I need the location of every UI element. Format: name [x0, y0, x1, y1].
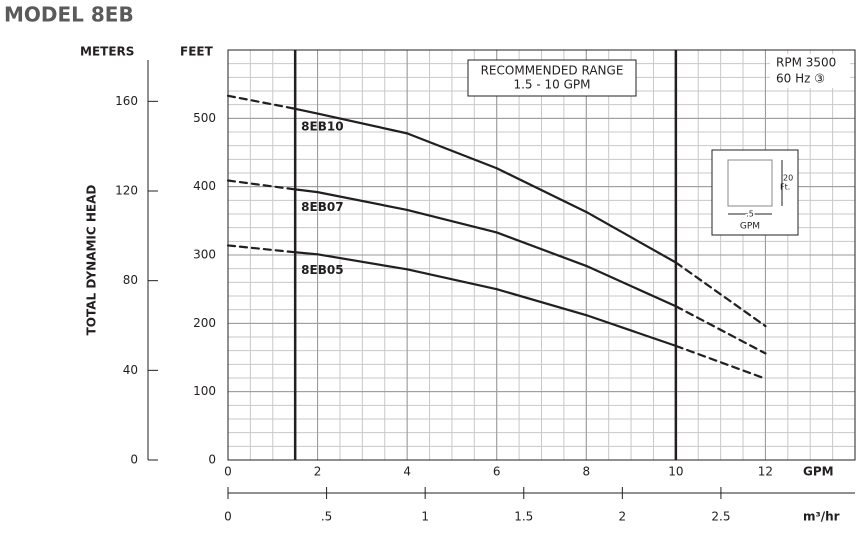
x2-tick-label: 1 [421, 510, 429, 524]
x2-tick-label: 1.5 [514, 510, 533, 524]
plot-frame [227, 49, 856, 461]
y-axis-label: TOTAL DYNAMIC HEAD [85, 185, 99, 336]
scale-height-unit: Ft. [780, 183, 790, 192]
x-tick-label: 12 [758, 465, 773, 479]
y-tick-label: 100 [193, 384, 216, 398]
scale-width-unit: GPM [740, 222, 760, 232]
y2-tick-label: 80 [123, 273, 138, 287]
y-tick-label: 500 [193, 111, 216, 125]
x-tick-label: 4 [403, 465, 411, 479]
x-tick-label: 10 [668, 465, 683, 479]
curve-segment [585, 314, 677, 347]
series-label: 8EB10 [301, 119, 343, 133]
curve-segment [316, 191, 409, 211]
curve-segment [294, 251, 319, 256]
scale-box: 20 Ft. .5 GPM [711, 149, 799, 236]
scale-square [727, 159, 773, 207]
x-axis-label: GPM [803, 465, 834, 479]
y-tick-label: 200 [193, 316, 216, 330]
x2-tick-label: 2 [619, 510, 627, 524]
curve-segment [226, 244, 297, 254]
range-box [467, 59, 637, 97]
range-title: RECOMMENDED RANGE [481, 64, 624, 78]
series-label: 8EB07 [301, 200, 343, 214]
y-tick-label: 300 [193, 248, 216, 262]
y2-tick-label: 0 [130, 453, 138, 467]
y2-tick-label: 160 [115, 94, 138, 108]
y2-unit-label: METERS [80, 45, 134, 59]
curve-segment [674, 344, 767, 380]
condition: RPM 3500 [776, 56, 836, 70]
curve-segment [585, 210, 677, 264]
condition: 60 Hz ③ [776, 72, 825, 86]
x2-tick-label: 2.5 [711, 510, 730, 524]
curve-segment [316, 253, 409, 271]
x2-tick-label: 0 [224, 510, 232, 524]
curve-segment [226, 94, 297, 110]
curve-segment [674, 305, 767, 355]
curve-segment [495, 167, 588, 214]
y-tick-label: 0 [208, 453, 216, 467]
y-tick-label: 400 [193, 179, 216, 193]
x-tick-label: 6 [493, 465, 501, 479]
curve-segment [316, 112, 409, 135]
curve-segment [294, 107, 319, 115]
curve-segment [495, 231, 588, 268]
curve-segment [674, 261, 767, 328]
curve-segment [495, 288, 588, 317]
y2-tick-label: 40 [123, 363, 138, 377]
range-label: 1.5 - 10 GPM [513, 78, 590, 92]
curve-segment [294, 188, 319, 194]
x-tick-label: 0 [224, 465, 232, 479]
curve-segment [585, 264, 677, 308]
y2-tick-label: 120 [115, 184, 138, 198]
curve-segment [226, 179, 297, 191]
chart-title: MODEL 8EB [4, 3, 134, 27]
series-label: 8EB05 [301, 263, 343, 277]
x-tick-label: 2 [314, 465, 322, 479]
curve-segment [406, 208, 498, 234]
curve-segment [406, 132, 498, 170]
x2-tick-label: .5 [321, 510, 332, 524]
x2-axis-label: m³/hr [803, 510, 840, 524]
conditions-bg [770, 54, 850, 88]
scale-width: .5 [746, 210, 754, 219]
scale-height: 20 [783, 174, 793, 183]
curve-segment [406, 268, 498, 291]
y-unit-label: FEET [180, 45, 214, 59]
x-tick-label: 8 [582, 465, 590, 479]
